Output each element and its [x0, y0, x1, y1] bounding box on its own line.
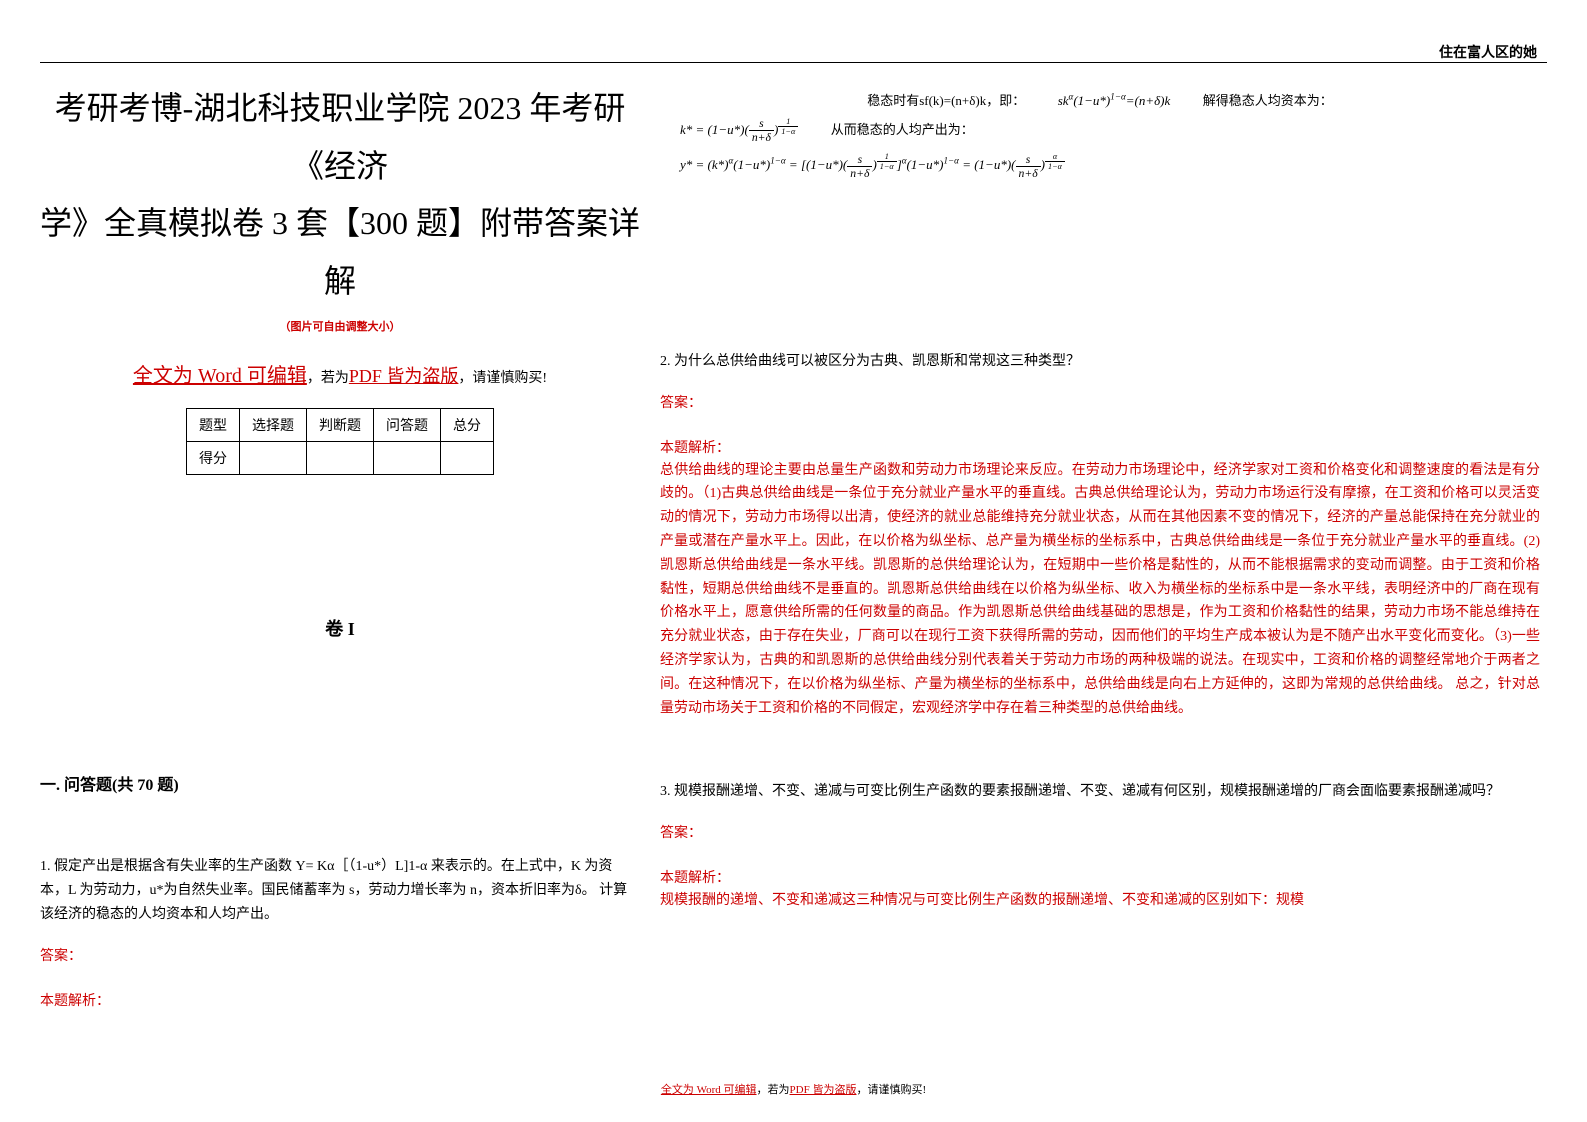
table-score-row: 得分 [187, 442, 494, 475]
footer: 全文为 Word 可编辑，若为PDF 皆为盗版，请谨慎购买! [0, 1081, 1587, 1097]
table-header-cell: 题型 [187, 409, 240, 442]
title-line1: 考研考博-湖北科技职业学院 2023 年考研《经济 [55, 90, 626, 184]
q3-analysis-label: 本题解析： [660, 867, 1540, 887]
math-suffix-1: 解得稳态人均资本为： [1203, 93, 1333, 108]
math-line-2: k* = (1−u*)(sn+δ)11−α 从而稳态的人均产出为： [660, 117, 1540, 144]
q2-answer-label: 答案： [660, 392, 1540, 412]
editable-note: 全文为 Word 可编辑，若为PDF 皆为盗版，请谨慎购买! [40, 359, 640, 388]
q2-analysis-text: 总供给曲线的理论主要由总量生产函数和劳动力市场理论来反应。在劳动力市场理论中，经… [660, 459, 1540, 721]
main-title: 考研考博-湖北科技职业学院 2023 年考研《经济 学》全真模拟卷 3 套【30… [40, 80, 640, 310]
table-header-row: 题型 选择题 判断题 问答题 总分 [187, 409, 494, 442]
note-part4: ，请谨慎购买! [458, 371, 547, 386]
table-header-cell: 总分 [441, 409, 494, 442]
q2-text: 2. 为什么总供给曲线可以被区分为古典、凯恩斯和常规这三种类型？ [660, 350, 1540, 374]
q1-text: 1. 假定产出是根据含有失业率的生产函数 Y= Kα［（1-u*）L]1-α 来… [40, 855, 640, 926]
math-formula-3: y* = (k*)α(1−u*)1−α = [(1−u*)(sn+δ)11−α]… [680, 157, 1065, 172]
table-empty-cell [240, 442, 307, 475]
math-formula-1: skα(1−u*)1−α=(n+δ)k [1058, 93, 1171, 108]
footer-part2: ，若为 [757, 1084, 790, 1096]
subtitle: （图片可自由调整大小） [40, 318, 640, 334]
table-header-cell: 选择题 [240, 409, 307, 442]
left-column: 考研考博-湖北科技职业学院 2023 年考研《经济 学》全真模拟卷 3 套【30… [40, 80, 640, 1010]
table-row-label: 得分 [187, 442, 240, 475]
q3-answer-label: 答案： [660, 822, 1540, 842]
header-divider [40, 62, 1547, 63]
table-header-cell: 判断题 [307, 409, 374, 442]
math-block: 稳态时有sf(k)=(n+δ)k，即： skα(1−u*)1−α=(n+δ)k … [660, 90, 1540, 180]
q3-text: 3. 规模报酬递增、不变、递减与可变比例生产函数的要素报酬递增、不变、递减有何区… [660, 780, 1540, 804]
score-table: 题型 选择题 判断题 问答题 总分 得分 [186, 408, 494, 475]
footer-part4: ，请谨慎购买! [856, 1084, 926, 1096]
question-2: 2. 为什么总供给曲线可以被区分为古典、凯恩斯和常规这三种类型？ 答案： 本题解… [660, 350, 1540, 721]
table-header-cell: 问答题 [374, 409, 441, 442]
math-prefix-1: 稳态时有sf(k)=(n+δ)k，即： [867, 93, 1025, 108]
q2-analysis-label: 本题解析： [660, 437, 1540, 457]
volume-title: 卷 I [40, 615, 640, 641]
header-watermark: 住在富人区的她 [1439, 42, 1537, 62]
math-formula-2: k* = (1−u*)(sn+δ)11−α [680, 122, 798, 137]
footer-part1: 全文为 Word 可编辑 [661, 1084, 757, 1096]
question-1: 1. 假定产出是根据含有失业率的生产函数 Y= Kα［（1-u*）L]1-α 来… [40, 855, 640, 1009]
q1-answer-label: 答案： [40, 945, 640, 965]
note-part2: ，若为 [307, 371, 349, 386]
section-title: 一. 问答题(共 70 题) [40, 771, 640, 795]
title-line2: 学》全真模拟卷 3 套【300 题】附带答案详解 [40, 205, 640, 299]
footer-part3: PDF 皆为盗版 [790, 1084, 857, 1096]
table-empty-cell [307, 442, 374, 475]
question-3: 3. 规模报酬递增、不变、递减与可变比例生产函数的要素报酬递增、不变、递减有何区… [660, 780, 1540, 913]
note-part1: 全文为 Word 可编辑 [133, 365, 307, 387]
note-part3: PDF 皆为盗版 [349, 366, 459, 386]
math-suffix-2: 从而稳态的人均产出为： [831, 122, 974, 137]
table-empty-cell [374, 442, 441, 475]
right-column: 稳态时有sf(k)=(n+δ)k，即： skα(1−u*)1−α=(n+δ)k … [660, 80, 1540, 913]
math-line-3: y* = (k*)α(1−u*)1−α = [(1−u*)(sn+δ)11−α]… [660, 152, 1540, 179]
table-empty-cell [441, 442, 494, 475]
q3-analysis-text: 规模报酬的递增、不变和递减这三种情况与可变比例生产函数的报酬递增、不变和递减的区… [660, 889, 1540, 913]
q1-analysis-label: 本题解析： [40, 990, 640, 1010]
math-line-1: 稳态时有sf(k)=(n+δ)k，即： skα(1−u*)1−α=(n+δ)k … [660, 90, 1540, 109]
